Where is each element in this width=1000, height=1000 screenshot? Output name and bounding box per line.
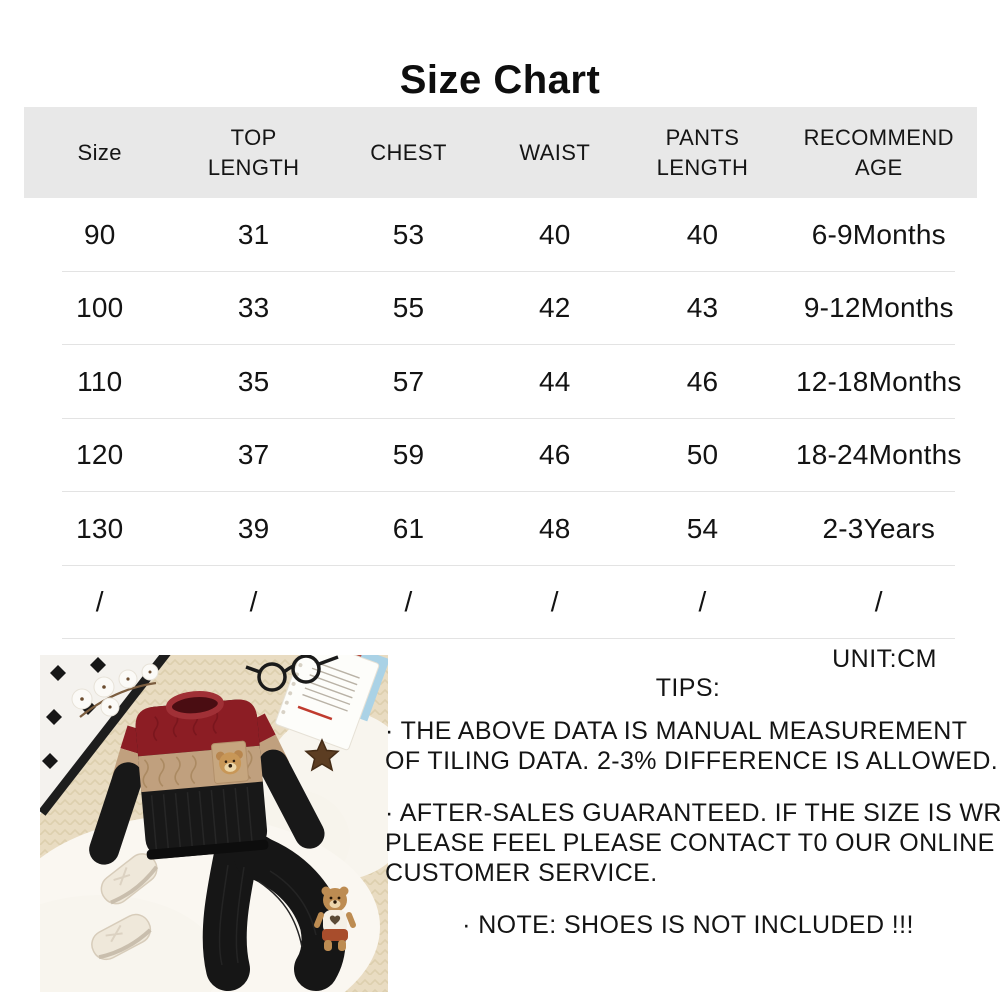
table-cell: 59	[392, 439, 425, 471]
table-cell: 18-24Months	[795, 439, 962, 471]
glasses-icon	[245, 655, 339, 692]
header-cell-pants-length: PANTS LENGTH	[656, 125, 749, 180]
tip-note: · NOTE: SHOES IS NOT INCLUDED !!!	[462, 911, 914, 939]
header-cell-chest: CHEST	[370, 139, 447, 165]
table-row-120: 120 37 59 46 50 18-24Months	[24, 419, 977, 493]
tip-aftersales: · AFTER-SALES GUARANTEED. IF THE SIZE IS…	[385, 799, 1000, 887]
unit-label: UNIT:CM	[832, 645, 937, 673]
table-row-130: 130 39 61 48 54 2-3Years	[24, 492, 977, 566]
table-row-slash: / / / / / /	[24, 566, 977, 640]
table-cell: 2-3Years	[822, 512, 936, 544]
tip-measurement: · THE ABOVE DATA IS MANUAL MEASUREMENT O…	[385, 717, 999, 775]
table-row-90: 90 31 53 40 40 6-9Months	[24, 198, 977, 272]
header-cell-waist: WAIST	[519, 139, 591, 165]
star-patch	[304, 738, 340, 772]
table-cell: /	[249, 586, 258, 618]
table-cell: 57	[392, 365, 425, 397]
table-cell: 40	[539, 218, 571, 250]
header-cell-size: Size	[77, 139, 122, 165]
tips-heading: TIPS:	[655, 674, 721, 702]
table-cell: 33	[237, 292, 270, 324]
table-cell: /	[698, 586, 707, 618]
table-cell: 42	[539, 292, 571, 324]
table-cell: 90	[83, 218, 116, 250]
cotton-flowers	[71, 663, 159, 718]
table-cell: 50	[686, 439, 719, 471]
bear-patch-pocket	[211, 740, 249, 784]
table-cell: /	[95, 586, 104, 618]
header-cell-recommend-age: RECOMMEND AGE	[803, 125, 954, 180]
table-cell: 9-12Months	[803, 292, 954, 324]
table-cell: 12-18Months	[795, 365, 962, 397]
header-cell-top-length: TOP LENGTH	[207, 125, 300, 180]
table-row-100: 100 33 55 42 43 9-12Months	[24, 272, 977, 346]
baby-shoes	[91, 853, 159, 961]
table-cell: 40	[686, 218, 719, 250]
table-cell: /	[404, 586, 413, 618]
notebook	[275, 655, 388, 751]
table-cell: 46	[539, 439, 571, 471]
product-photo	[40, 655, 388, 992]
table-cell: 44	[539, 365, 571, 397]
table-cell: 39	[237, 512, 270, 544]
table-cell: /	[550, 586, 559, 618]
table-cell: 61	[392, 512, 425, 544]
table-cell: 130	[76, 512, 124, 544]
table-cell: /	[874, 586, 883, 618]
table-header-row: Size TOP LENGTH CHEST WAIST PANTS LENGTH…	[24, 107, 977, 198]
table-cell: 100	[76, 292, 124, 324]
teddy-bear	[314, 886, 356, 951]
page-title: Size Chart	[399, 58, 601, 102]
table-cell: 120	[76, 439, 124, 471]
table-cell: 55	[392, 292, 425, 324]
table-cell: 31	[237, 218, 270, 250]
table-cell: 48	[539, 512, 571, 544]
table-cell: 110	[77, 365, 123, 397]
size-table-body: 90 31 53 40 40 6-9Months 100 33 55 42 43…	[24, 198, 977, 639]
table-row-110: 110 35 57 44 46 12-18Months	[24, 345, 977, 419]
colorblock-sweater	[89, 690, 325, 865]
table-cell: 37	[237, 439, 270, 471]
table-cell: 43	[686, 292, 719, 324]
table-cell: 46	[686, 365, 719, 397]
table-cell: 53	[392, 218, 425, 250]
tips-block: TIPS: · THE ABOVE DATA IS MANUAL MEASURE…	[385, 673, 1000, 962]
table-cell: 6-9Months	[811, 218, 946, 250]
table-cell: 54	[686, 512, 719, 544]
table-cell: 35	[237, 365, 270, 397]
